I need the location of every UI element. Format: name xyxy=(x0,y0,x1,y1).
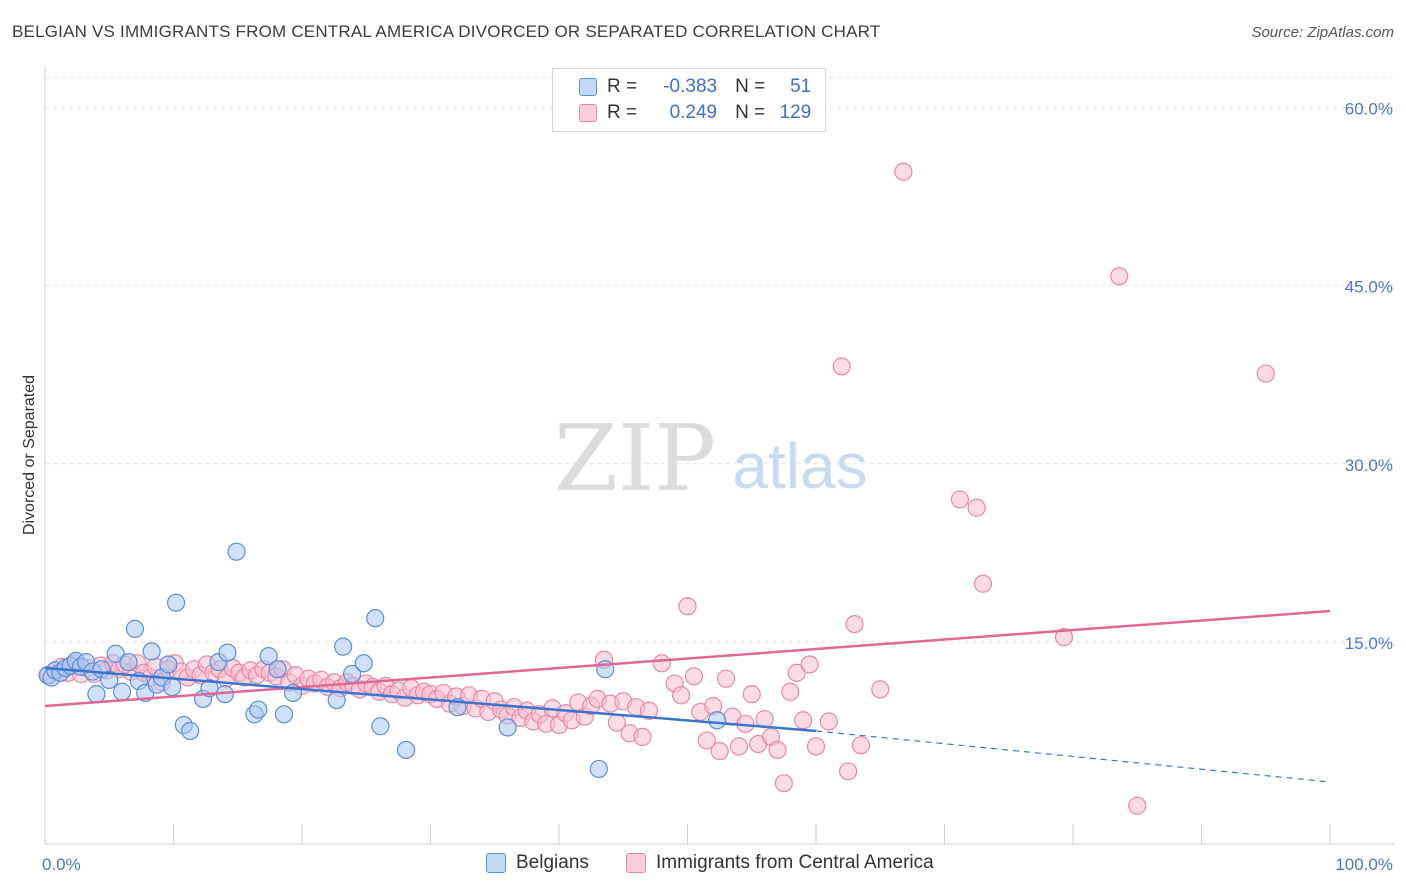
immigrants-point xyxy=(781,682,800,701)
belgians-point xyxy=(100,670,119,689)
y-tick-label: 45.0% xyxy=(1345,278,1393,297)
immigrants-point xyxy=(684,667,704,686)
immigrants-point xyxy=(710,742,729,761)
immigrants-trend-line xyxy=(44,609,1331,708)
r-label: R = xyxy=(607,102,638,123)
legend-item-belgians[interactable]: Belgians xyxy=(486,852,589,874)
immigrants-point xyxy=(794,711,813,730)
belgians-point xyxy=(366,609,385,628)
immigrants-point xyxy=(729,737,749,756)
immigrants-point xyxy=(800,655,819,674)
immigrants-point xyxy=(851,736,871,755)
legend-label-immigrants: Immigrants from Central America xyxy=(656,852,934,873)
belgians-point xyxy=(227,542,246,561)
x-tick-label-max: 100.0% xyxy=(1335,855,1393,874)
belgians-point xyxy=(142,642,161,661)
belgians-point xyxy=(119,652,138,672)
immigrants-point xyxy=(819,712,838,731)
immigrants-point xyxy=(967,498,986,517)
immigrants-point xyxy=(716,669,736,688)
immigrants-point xyxy=(832,357,851,376)
belgians-trend-line xyxy=(44,666,817,733)
immigrants-point xyxy=(1110,267,1129,286)
legend-item-immigrants[interactable]: Immigrants from Central America xyxy=(626,852,934,874)
belgians-point xyxy=(249,700,268,719)
immigrants-point xyxy=(633,727,652,746)
belgians-trend-extension xyxy=(815,730,1331,783)
tick-labels: 15.0% 30.0% 45.0% 60.0% 0.0% 100.0% xyxy=(42,100,1393,874)
belgians-legend-icon xyxy=(486,853,506,873)
n-value-immigrants: 129 xyxy=(779,102,812,123)
legend-row-immigrants: R = 0.249 N = 129 xyxy=(579,101,811,125)
belgians-point xyxy=(259,647,278,666)
immigrants-point xyxy=(652,654,671,673)
trend-lines xyxy=(44,609,1331,783)
immigrants-point xyxy=(697,731,716,750)
watermark: ZIP atlas xyxy=(554,405,868,512)
immigrants-point xyxy=(894,162,913,181)
immigrants-point xyxy=(973,574,993,593)
belgians-swatch-icon xyxy=(579,78,597,96)
immigrants-point xyxy=(845,614,864,634)
immigrants-point xyxy=(1054,628,1074,647)
x-tick-label-min: 0.0% xyxy=(42,855,81,874)
belgians-point xyxy=(334,637,353,656)
belgians-point xyxy=(125,619,145,638)
r-value-belgians: -0.383 xyxy=(663,76,718,97)
belgians-point xyxy=(498,718,517,737)
y-tick-label: 60.0% xyxy=(1345,100,1393,119)
belgians-point xyxy=(274,705,294,724)
immigrants-point xyxy=(787,663,806,682)
legend-row-belgians: R = -0.383 N = 51 xyxy=(579,75,811,99)
belgians-point xyxy=(218,643,237,662)
source-note: Source: ZipAtlas.com xyxy=(1251,24,1394,41)
belgians-point xyxy=(181,721,200,741)
n-value-belgians: 51 xyxy=(790,76,812,97)
immigrants-point xyxy=(742,685,761,704)
watermark-atlas: atlas xyxy=(732,430,867,502)
immigrants-point xyxy=(639,701,659,720)
belgians-point xyxy=(163,677,182,697)
immigrants-point xyxy=(950,490,970,509)
immigrants-swatch-icon xyxy=(579,104,597,122)
series-legend: Belgians Immigrants from Central America xyxy=(0,852,1406,876)
immigrants-point xyxy=(768,740,787,760)
r-label: R = xyxy=(607,76,638,97)
immigrants-point xyxy=(1128,796,1147,815)
belgians-point xyxy=(112,682,132,701)
chart-title: BELGIAN VS IMMIGRANTS FROM CENTRAL AMERI… xyxy=(12,22,881,41)
correlation-legend: R = -0.383 N = 51 R = 0.249 N = 129 xyxy=(552,68,826,132)
belgians-point xyxy=(268,660,287,679)
belgians-point xyxy=(354,654,373,673)
n-label: N = xyxy=(735,102,766,123)
belgians-point xyxy=(707,711,727,730)
immigrants-point xyxy=(1256,364,1275,383)
immigrants-point xyxy=(671,686,691,705)
immigrants-point xyxy=(839,762,858,781)
axes xyxy=(44,66,1395,845)
immigrants-point xyxy=(806,737,826,756)
immigrants-point xyxy=(774,774,793,793)
immigrants-legend-icon xyxy=(626,853,646,873)
belgians-point xyxy=(87,685,106,704)
watermark-zip: ZIP xyxy=(554,405,716,512)
belgians-point xyxy=(589,759,608,779)
belgians-point xyxy=(106,644,125,663)
belgians-point xyxy=(396,740,416,760)
n-label: N = xyxy=(735,76,766,97)
belgians-point xyxy=(371,717,390,736)
belgians-point xyxy=(327,690,346,710)
y-tick-label: 15.0% xyxy=(1345,634,1393,653)
r-value-immigrants: 0.249 xyxy=(669,102,718,123)
belgians-point xyxy=(166,593,186,612)
legend-label-belgians: Belgians xyxy=(516,852,589,873)
belgians-point xyxy=(159,655,178,674)
gridlines xyxy=(45,77,1395,643)
y-tick-label: 30.0% xyxy=(1345,456,1393,475)
immigrants-point xyxy=(678,597,697,616)
immigrants-point xyxy=(871,680,890,699)
